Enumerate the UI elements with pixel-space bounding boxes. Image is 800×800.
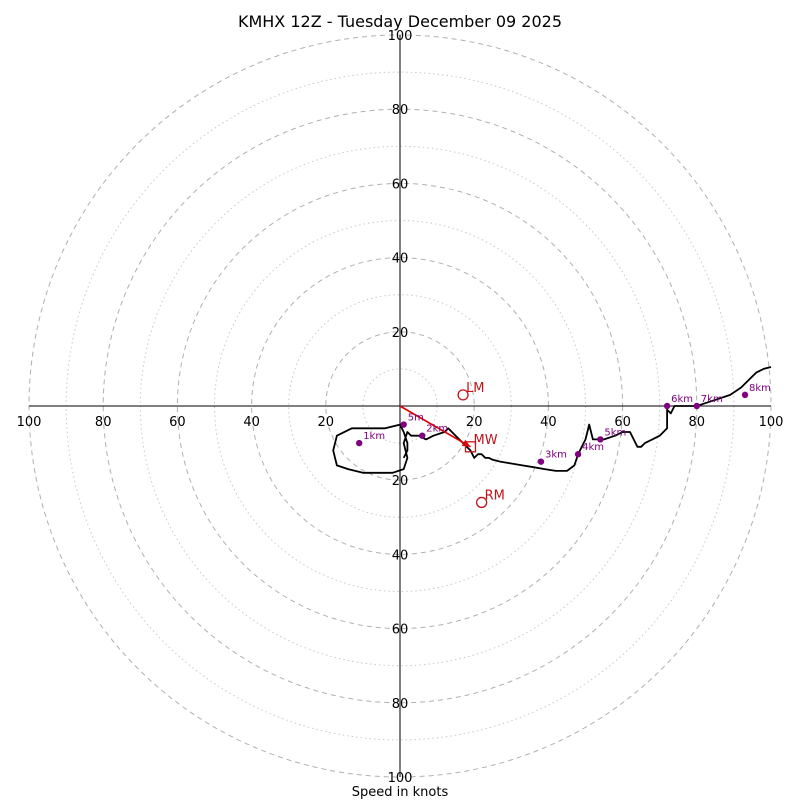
tick-label-west-20: 20	[318, 415, 335, 430]
tick-label-east-20: 20	[466, 415, 483, 430]
storm-motion-label-lm: LM	[466, 381, 484, 396]
tick-labels: 20 20 20 20 40 40 40 40 60 60 60 60 80 80 80 80 100 100 10…	[17, 29, 784, 786]
tick-label-north-40: 40	[392, 252, 409, 267]
height-marker-8km	[741, 391, 749, 399]
tick-label-south-60: 60	[392, 623, 409, 638]
height-label-3km: 3km	[545, 450, 567, 461]
tick-label-west-100: 100	[17, 415, 42, 430]
storm-motion-markers: LM MW RM	[457, 381, 505, 509]
hodograph-trace	[332, 366, 772, 474]
height-marker-3km	[537, 458, 545, 465]
height-marker-1km	[355, 439, 363, 447]
height-marker-4km	[574, 451, 582, 458]
height-label-5km: 5km	[604, 427, 626, 438]
tick-label-west-60: 60	[169, 415, 186, 430]
height-label-7km: 7km	[701, 394, 723, 405]
chart-title: KMHX 12Z - Tuesday December 09 2025	[238, 12, 562, 31]
tick-label-east-100: 100	[759, 415, 784, 430]
height-label-8km: 8km	[749, 383, 771, 394]
shear-vector-line	[399, 405, 471, 448]
height-label-2km: 2km	[426, 424, 448, 435]
height-marker-5m	[400, 421, 407, 428]
height-label-6km: 6km	[671, 394, 693, 405]
tick-label-east-60: 60	[614, 415, 631, 430]
tick-label-east-80: 80	[689, 415, 706, 430]
tick-label-west-40: 40	[243, 415, 260, 430]
tick-label-north-20: 20	[392, 326, 409, 341]
height-marker-6km	[663, 402, 671, 410]
x-axis-label: Speed in knots	[352, 785, 449, 800]
height-label-1km: 1km	[363, 431, 385, 442]
storm-motion-label-mw: MW	[473, 433, 497, 448]
height-marker-7km	[693, 402, 700, 410]
height-label-5m: 5m	[408, 413, 424, 424]
tick-label-west-80: 80	[95, 415, 112, 430]
height-marker-5km	[597, 436, 604, 443]
storm-motion-marker-rm	[475, 496, 488, 509]
tick-label-south-20: 20	[392, 474, 409, 489]
storm-motion-marker-lm	[457, 389, 469, 401]
shear-vector-arrowhead	[461, 439, 471, 447]
tick-label-north-100: 100	[388, 29, 413, 44]
storm-motion-label-rm: RM	[485, 488, 505, 503]
tick-label-south-100: 100	[388, 771, 413, 786]
tick-label-south-40: 40	[392, 548, 409, 563]
hodograph-line	[332, 366, 772, 474]
shear-vector	[399, 405, 471, 448]
tick-label-south-80: 80	[392, 697, 409, 712]
tick-label-east-40: 40	[540, 415, 557, 430]
height-label-4km: 4km	[582, 442, 604, 453]
tick-label-north-60: 60	[392, 177, 409, 192]
storm-motion-marker-mw	[464, 441, 477, 453]
tick-label-north-80: 80	[392, 103, 409, 118]
height-marker-2km	[419, 432, 426, 439]
